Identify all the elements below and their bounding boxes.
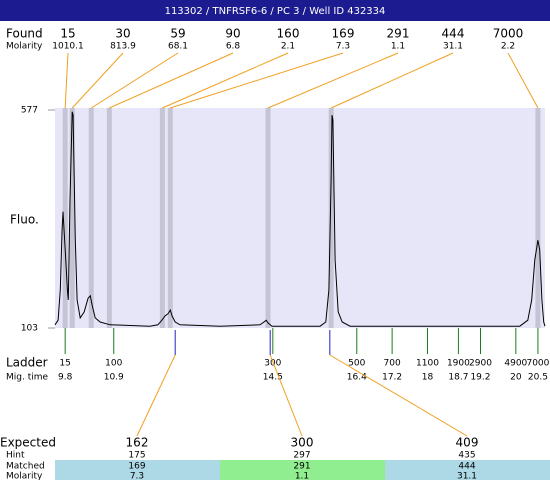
y-tick-label: 577 (21, 106, 38, 116)
mig-time: 16.4 (347, 373, 367, 383)
ladder-size: 2900 (469, 359, 492, 369)
mig-time: 19.2 (470, 373, 490, 383)
table-cell: 7.3 (130, 472, 144, 480)
ladder-size: 500 (348, 359, 365, 369)
ladder-size: 700 (384, 359, 401, 369)
table-cell: 291 (293, 462, 310, 472)
peak-band (328, 108, 334, 328)
mig-time: 9.8 (58, 373, 73, 383)
mig-time-label: Mig. time (6, 373, 48, 383)
mig-time: 18 (422, 373, 434, 383)
found-size: 169 (332, 27, 355, 41)
peak-connector (64, 52, 69, 109)
ladder-size: 1900 (447, 359, 470, 369)
found-size: 30 (115, 27, 130, 41)
table-cell: 300 (291, 436, 314, 450)
found-size: 7000 (493, 27, 524, 41)
found-size: 90 (225, 27, 240, 41)
found-molarity: 31.1 (443, 42, 463, 52)
found-molarity: 813.9 (110, 42, 136, 52)
found-size: 160 (277, 27, 300, 41)
expected-connector (269, 354, 303, 437)
row-label: Expected (0, 436, 56, 450)
found-size: 291 (387, 27, 410, 41)
y-label: Fluo. (10, 213, 39, 227)
mig-time: 20 (510, 373, 522, 383)
peak-band (265, 108, 271, 328)
found-molarity: 2.2 (501, 42, 515, 52)
peak-band (69, 108, 75, 328)
ladder-label: Ladder (6, 356, 48, 370)
mig-time: 20.5 (528, 373, 548, 383)
table-cell: 31.1 (457, 472, 477, 480)
peak-connector (507, 52, 539, 109)
plot-area (55, 108, 545, 328)
table-cell: 169 (128, 462, 145, 472)
y-tick-label: 103 (21, 324, 38, 334)
molarity-label: Molarity (6, 42, 43, 52)
found-molarity: 7.3 (336, 42, 350, 52)
ladder-size: 15 (59, 359, 70, 369)
found-molarity: 68.1 (168, 42, 188, 52)
ladder-size: 300 (264, 359, 281, 369)
table-cell-bg (385, 460, 550, 480)
expected-connector (136, 354, 176, 437)
ladder-size: 7000 (526, 359, 549, 369)
peak-band (106, 108, 112, 328)
found-size: 59 (170, 27, 185, 41)
peak-connector (330, 52, 454, 109)
table-cell: 444 (458, 462, 475, 472)
peak-connector (71, 52, 124, 109)
table-cell: 162 (126, 436, 149, 450)
found-molarity: 1010.1 (52, 42, 84, 52)
table-cell: 435 (458, 451, 475, 461)
peak-connector (267, 52, 399, 109)
mig-time: 17.2 (382, 373, 402, 383)
expected-connector (329, 354, 468, 437)
table-cell: 1.1 (295, 472, 309, 480)
peak-connector (109, 52, 234, 109)
peak-band (88, 108, 94, 328)
ladder-size: 4900 (504, 359, 527, 369)
ladder-size: 1100 (416, 359, 439, 369)
table-cell-bg (55, 460, 220, 480)
found-molarity: 1.1 (391, 42, 405, 52)
found-molarity: 6.8 (226, 42, 241, 52)
found-molarity: 2.1 (281, 42, 295, 52)
found-size: 15 (60, 27, 75, 41)
peak-band (535, 108, 541, 328)
peak-band (159, 108, 165, 328)
row-label: Hint (6, 451, 25, 461)
ladder-size: 100 (105, 359, 122, 369)
peak-connector (162, 52, 289, 109)
row-label: Molarity (6, 472, 43, 480)
table-cell: 175 (128, 451, 145, 461)
mig-time: 18.7 (448, 373, 468, 383)
found-size: 444 (442, 27, 465, 41)
peak-band (167, 108, 173, 328)
title-bar (0, 0, 550, 21)
table-cell: 409 (456, 436, 479, 450)
trace (54, 111, 546, 327)
found-label: Found (6, 27, 43, 41)
mig-time: 14.5 (263, 373, 283, 383)
peak-connector (90, 52, 179, 109)
mig-time: 10.9 (104, 373, 124, 383)
peak-band (62, 108, 68, 328)
peak-connector (170, 52, 344, 109)
table-cell-bg (220, 460, 385, 480)
title: 113302 / TNFRSF6-6 / PC 3 / Well ID 4323… (165, 6, 386, 17)
row-label: Matched (6, 462, 45, 472)
table-cell: 297 (293, 451, 310, 461)
